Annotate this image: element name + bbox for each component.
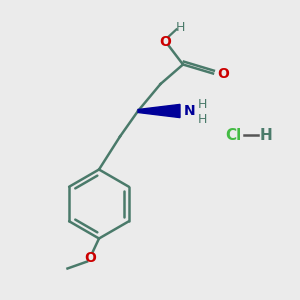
Text: O: O (84, 251, 96, 265)
Text: H: H (198, 98, 207, 111)
Text: O: O (218, 67, 230, 80)
Text: O: O (159, 35, 171, 49)
Text: Cl: Cl (225, 128, 241, 142)
Polygon shape (138, 104, 180, 118)
Text: H: H (260, 128, 272, 142)
Text: H: H (198, 113, 207, 126)
Text: H: H (175, 21, 185, 34)
Text: N: N (184, 104, 195, 118)
